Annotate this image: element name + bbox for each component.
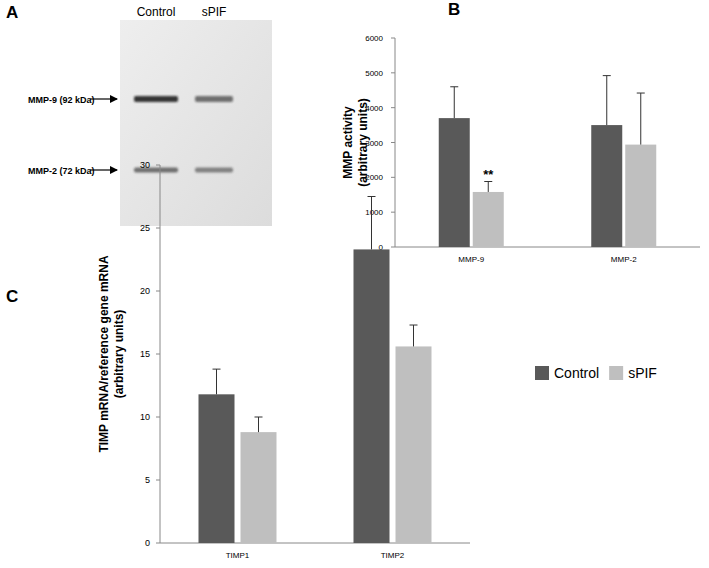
error-bar [484, 182, 492, 192]
error-stem [216, 369, 217, 394]
error-cap [410, 325, 418, 326]
band [195, 168, 233, 173]
legend-swatch [535, 366, 549, 380]
y-tick-label: 6000 [365, 34, 383, 43]
lane-label: Control [137, 5, 176, 19]
error-bar [603, 76, 611, 125]
legend-label: sPIF [628, 365, 657, 381]
bar [241, 432, 277, 543]
y-tick [391, 107, 395, 108]
legend-swatch [609, 366, 623, 380]
x-tick-label: TIMP2 [381, 551, 405, 560]
error-stem [371, 197, 372, 250]
y-tick-label: 2000 [365, 173, 383, 182]
annotation: ** [483, 167, 494, 182]
x-tick-label: MMP-9 [458, 255, 484, 264]
panel-label: B [448, 0, 460, 19]
y-tick-label: 1000 [365, 208, 383, 217]
y-tick [156, 543, 160, 544]
panel-label: C [6, 287, 18, 306]
bar [439, 118, 470, 247]
y-tick-label: 20 [140, 286, 150, 296]
error-cap [368, 196, 376, 197]
band-label: MMP-2 (72 kDa) [28, 166, 95, 176]
error-stem [606, 76, 607, 125]
y-tick [156, 291, 160, 292]
band-label: MMP-9 (92 kDa) [28, 95, 95, 105]
y-tick [156, 417, 160, 418]
y-label-line: MMP activity [341, 106, 355, 179]
error-cap [637, 93, 645, 94]
error-stem [454, 87, 455, 118]
arrow [90, 169, 117, 170]
y-tick-label: 5 [145, 475, 150, 485]
bar [473, 192, 504, 247]
error-bar [368, 197, 376, 250]
y-tick [156, 354, 160, 355]
y-tick-label: 15 [140, 349, 150, 359]
legend-label: Control [554, 365, 599, 381]
bar [396, 346, 432, 543]
error-cap [213, 369, 221, 370]
error-bar [450, 87, 458, 118]
y-tick-label: 3000 [365, 139, 383, 148]
error-stem [640, 93, 641, 145]
x-tick-label: TIMP1 [226, 551, 250, 560]
plot-area [439, 76, 657, 247]
bar [591, 125, 622, 247]
plot-area [199, 197, 432, 544]
y-tick-label: 4000 [365, 104, 383, 113]
y-tick-label: 30 [140, 160, 150, 170]
error-cap [603, 75, 611, 76]
y-tick [156, 228, 160, 229]
error-stem [413, 325, 414, 346]
band [134, 96, 178, 102]
y-tick [156, 480, 160, 481]
figure: A Control sPIF MMP-9 (92 kDa) MMP-2 (72 kDa)… [0, 0, 709, 568]
y-label-line: (arbitrary units) [112, 310, 126, 399]
error-cap [450, 86, 458, 87]
gel [120, 20, 272, 226]
error-bar [255, 417, 263, 432]
arrow [90, 98, 117, 99]
bar [354, 249, 390, 543]
x-tick-label: MMP-2 [611, 255, 637, 264]
y-tick [391, 38, 395, 39]
y-label-line: TIMP mRNA/reference gene mRNA [97, 255, 111, 452]
error-bar [213, 369, 221, 394]
panel-label: A [6, 3, 18, 22]
error-bar [410, 325, 418, 346]
bar [625, 145, 656, 247]
y-tick [391, 72, 395, 73]
y-tick [391, 212, 395, 213]
y-tick [391, 142, 395, 143]
band [195, 96, 233, 102]
bar [199, 394, 235, 543]
y-tick [391, 247, 395, 248]
lane-label: sPIF [202, 5, 227, 19]
error-bar [637, 93, 645, 145]
y-tick-label: 0 [145, 538, 150, 548]
y-tick-label: 5000 [365, 69, 383, 78]
error-cap [255, 417, 263, 418]
y-label: TIMP mRNA/reference gene mRNA(arbitrary … [97, 255, 126, 452]
error-stem [258, 417, 259, 432]
error-stem [488, 182, 489, 192]
y-tick-label: 10 [140, 412, 150, 422]
y-tick [391, 177, 395, 178]
y-tick [156, 165, 160, 166]
y-tick-label: 25 [140, 223, 150, 233]
